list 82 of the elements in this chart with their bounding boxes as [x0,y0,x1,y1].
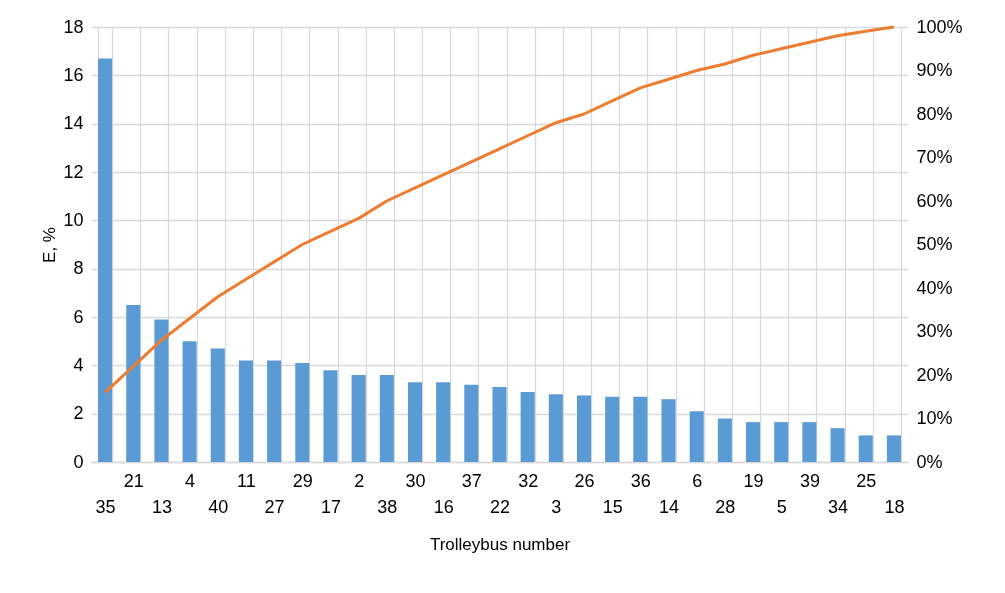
y2-tick-label: 40% [916,277,953,298]
x-tick-label: 14 [659,496,680,517]
x-tick-label: 29 [292,470,313,491]
bar [210,348,225,462]
x-tick-label: 15 [602,496,623,517]
y2-tick-label: 10% [916,408,953,428]
bar [858,435,873,462]
y-tick-label: 18 [63,16,84,37]
bar [830,428,845,462]
bar [492,387,507,462]
line-series [103,25,896,394]
bar [436,382,451,462]
y-tick-label: 2 [73,403,84,424]
x-tick-label: 26 [574,470,595,491]
x-tick-label: 13 [151,496,172,517]
bar [323,370,338,462]
y2-tick-label: 0% [916,451,943,472]
x-tick-label: 17 [320,496,341,517]
bar [774,422,789,462]
y2-tick-label: 20% [916,364,953,385]
x-tick-label: 11 [237,470,256,491]
bar [886,435,901,462]
x-tick-label: 40 [208,496,229,517]
x-tick-label: 2 [354,470,365,491]
x-tick-label: 21 [123,470,144,491]
bar [661,399,676,462]
x-tick-label: 36 [630,470,651,491]
x-tick-label: 39 [799,470,820,491]
y2-tick-label: 50% [916,234,953,254]
bar [633,396,648,462]
y-tick-label: 6 [73,306,84,327]
bar [689,411,704,462]
bar [182,341,197,462]
bar [802,422,817,462]
bar [548,394,563,462]
y2-tick-label: 100% [916,16,963,37]
bar [267,360,282,462]
bar [98,58,113,462]
y-axis-title: E, % [40,227,60,263]
bar [238,360,253,462]
x-tick-label: 37 [461,470,482,491]
x-tick-label: 18 [884,496,905,517]
x-tick-label: 27 [264,496,285,517]
bar [407,382,423,462]
bar [746,422,761,462]
x-tick-label: 4 [185,470,196,491]
x-tick-label: 28 [715,496,736,517]
x-tick-label: 19 [743,470,764,491]
bar [351,375,366,462]
y-tick-label: 14 [63,113,84,134]
y-tick-label: 4 [73,354,84,375]
y-tick-label: 0 [73,451,84,472]
x-tick-label: 16 [433,496,454,517]
y-tick-label: 10 [63,209,84,230]
x-tick-label: 30 [405,470,426,491]
bar [154,319,169,462]
x-tick-label: 32 [518,470,539,491]
x-tick-label: 22 [489,496,511,517]
bar [605,396,620,462]
y2-tick-label: 60% [916,190,953,211]
y2-tick-label: 80% [916,103,953,124]
x-tick-label: 35 [95,496,116,517]
bar [464,384,479,462]
y-tick-label: 8 [73,258,84,279]
bar [520,391,535,462]
x-tick-label: 38 [377,496,398,517]
x-tick-label: 3 [551,496,562,517]
y-tick-label: 12 [63,161,84,182]
x-tick-label: 34 [828,496,849,517]
bar [717,418,732,462]
bar [379,375,394,462]
x-axis-title: Trolleybus number [429,534,571,554]
bar [126,304,141,462]
bar [576,395,592,462]
x-tick-label: 6 [692,470,703,491]
x-tick-label: 25 [856,470,877,491]
y2-tick-label: 90% [916,60,953,80]
y-tick-label: 16 [63,64,84,85]
y2-tick-label: 70% [916,147,953,167]
x-tick-label: 5 [776,496,787,517]
y2-tick-label: 30% [916,321,953,341]
bar [295,362,310,462]
